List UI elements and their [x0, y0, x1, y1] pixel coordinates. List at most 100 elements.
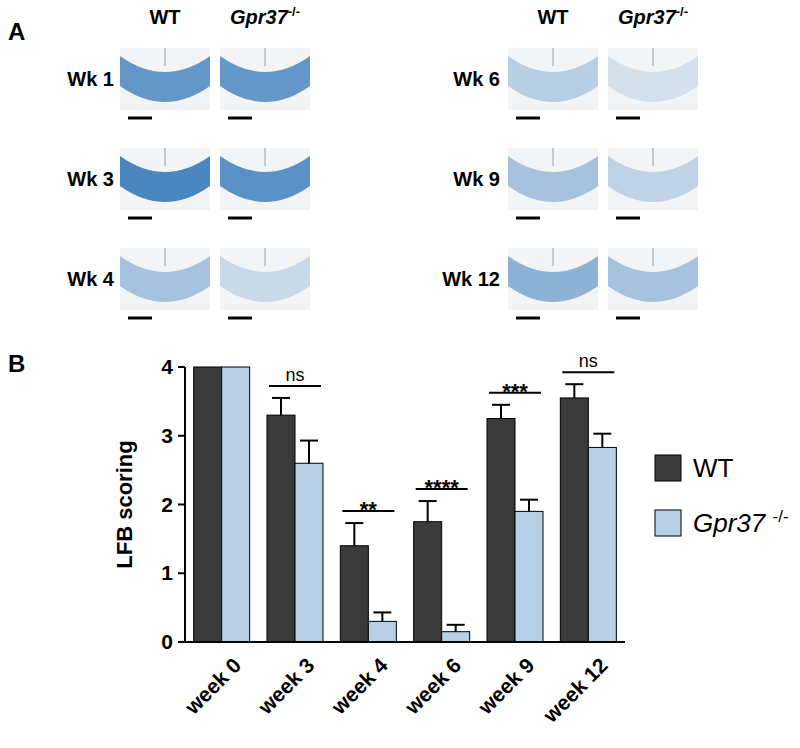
micrograph — [120, 48, 210, 118]
y-tick-label: 1 — [161, 561, 173, 584]
micrograph-bg — [608, 248, 698, 310]
panel-label: B — [8, 350, 25, 377]
genotype: -/- — [288, 4, 300, 19]
scale-bar — [616, 217, 640, 220]
bar — [194, 367, 222, 642]
x-tick-label: week 9 — [473, 653, 539, 719]
midline — [553, 48, 554, 66]
error-stem — [427, 501, 429, 522]
micrograph-bg — [220, 48, 310, 110]
midline — [653, 148, 654, 166]
error-stem — [455, 625, 457, 632]
bar — [368, 621, 396, 642]
y-tick-label: 0 — [161, 630, 173, 653]
micrograph — [220, 248, 310, 318]
bar — [442, 632, 470, 642]
midline — [165, 148, 166, 166]
error-stem — [528, 500, 530, 512]
x-tick-label: week 3 — [253, 653, 319, 719]
midline — [553, 248, 554, 266]
row-label: Wk 3 — [67, 168, 114, 190]
error-bar — [492, 405, 510, 419]
y-tick-label: 2 — [161, 493, 173, 516]
column-header: Gpr37-/- — [618, 4, 688, 28]
significance-line — [269, 385, 321, 387]
x-tick-label: week 6 — [400, 653, 466, 719]
error-stem — [280, 398, 282, 415]
y-axis — [184, 367, 186, 642]
space — [765, 508, 772, 538]
scale-bar — [228, 117, 252, 120]
micrograph — [608, 248, 698, 318]
micrograph-bg — [508, 148, 598, 210]
x-tick-label: week 4 — [326, 653, 392, 719]
scale-bar — [228, 317, 252, 320]
micrograph-bg — [220, 248, 310, 310]
error-bar — [419, 501, 437, 522]
error-cap — [345, 522, 363, 524]
micrograph — [120, 248, 210, 318]
midline — [653, 48, 654, 66]
x-axis — [185, 641, 625, 643]
bar — [487, 419, 515, 642]
column-header: WT — [537, 6, 568, 28]
error-bars — [272, 384, 611, 632]
y-tick — [178, 572, 185, 574]
scale-bar — [516, 217, 540, 220]
bar — [560, 398, 588, 642]
error-stem — [500, 405, 502, 419]
axis-title: LFB scoring — [112, 440, 137, 568]
micrograph — [608, 148, 698, 218]
bar — [267, 415, 295, 642]
error-bar — [565, 384, 583, 398]
error-cap — [520, 499, 538, 501]
error-bar — [520, 500, 538, 512]
error-cap — [300, 440, 318, 442]
bars — [194, 367, 617, 642]
micrograph-bg — [608, 148, 698, 210]
significance-label: ns — [579, 351, 598, 371]
error-bar — [593, 434, 611, 448]
legend-swatch — [655, 510, 681, 536]
error-stem — [573, 384, 575, 398]
error-stem — [353, 523, 355, 546]
midline — [165, 248, 166, 266]
bar — [588, 447, 616, 642]
error-stem — [308, 441, 310, 464]
scale-bar — [516, 117, 540, 120]
micrograph-bg — [120, 248, 210, 310]
y-tick — [178, 504, 185, 506]
micrograph-bg — [120, 48, 210, 110]
midline — [265, 48, 266, 66]
scale-bar — [516, 317, 540, 320]
y-tick — [178, 641, 185, 643]
scale-bar — [616, 317, 640, 320]
error-bar — [272, 398, 290, 415]
error-stem — [601, 434, 603, 448]
row-label: Wk 9 — [453, 168, 500, 190]
significance-label: ** — [360, 497, 378, 522]
micrograph-bg — [120, 148, 210, 210]
error-stem — [381, 612, 383, 621]
midline — [265, 148, 266, 166]
x-tick-label: week 12 — [538, 653, 612, 727]
gene-name: Gpr37 — [693, 508, 767, 538]
error-bar — [300, 441, 318, 464]
y-tick-label: 3 — [161, 424, 173, 447]
gene-name: Gpr37 — [618, 6, 677, 28]
y-tick — [178, 366, 185, 368]
error-cap — [565, 383, 583, 385]
significance-label: *** — [502, 379, 528, 404]
error-cap — [272, 397, 290, 399]
micrograph-bg — [608, 48, 698, 110]
bar — [222, 367, 250, 642]
bar — [340, 546, 368, 642]
bar — [515, 511, 543, 642]
micrograph — [608, 48, 698, 118]
scale-bar — [128, 117, 152, 120]
midline — [653, 248, 654, 266]
micrograph-bg — [220, 148, 310, 210]
legend-swatch — [655, 455, 681, 481]
genotype: -/- — [676, 4, 688, 19]
significance-label: **** — [425, 475, 460, 500]
